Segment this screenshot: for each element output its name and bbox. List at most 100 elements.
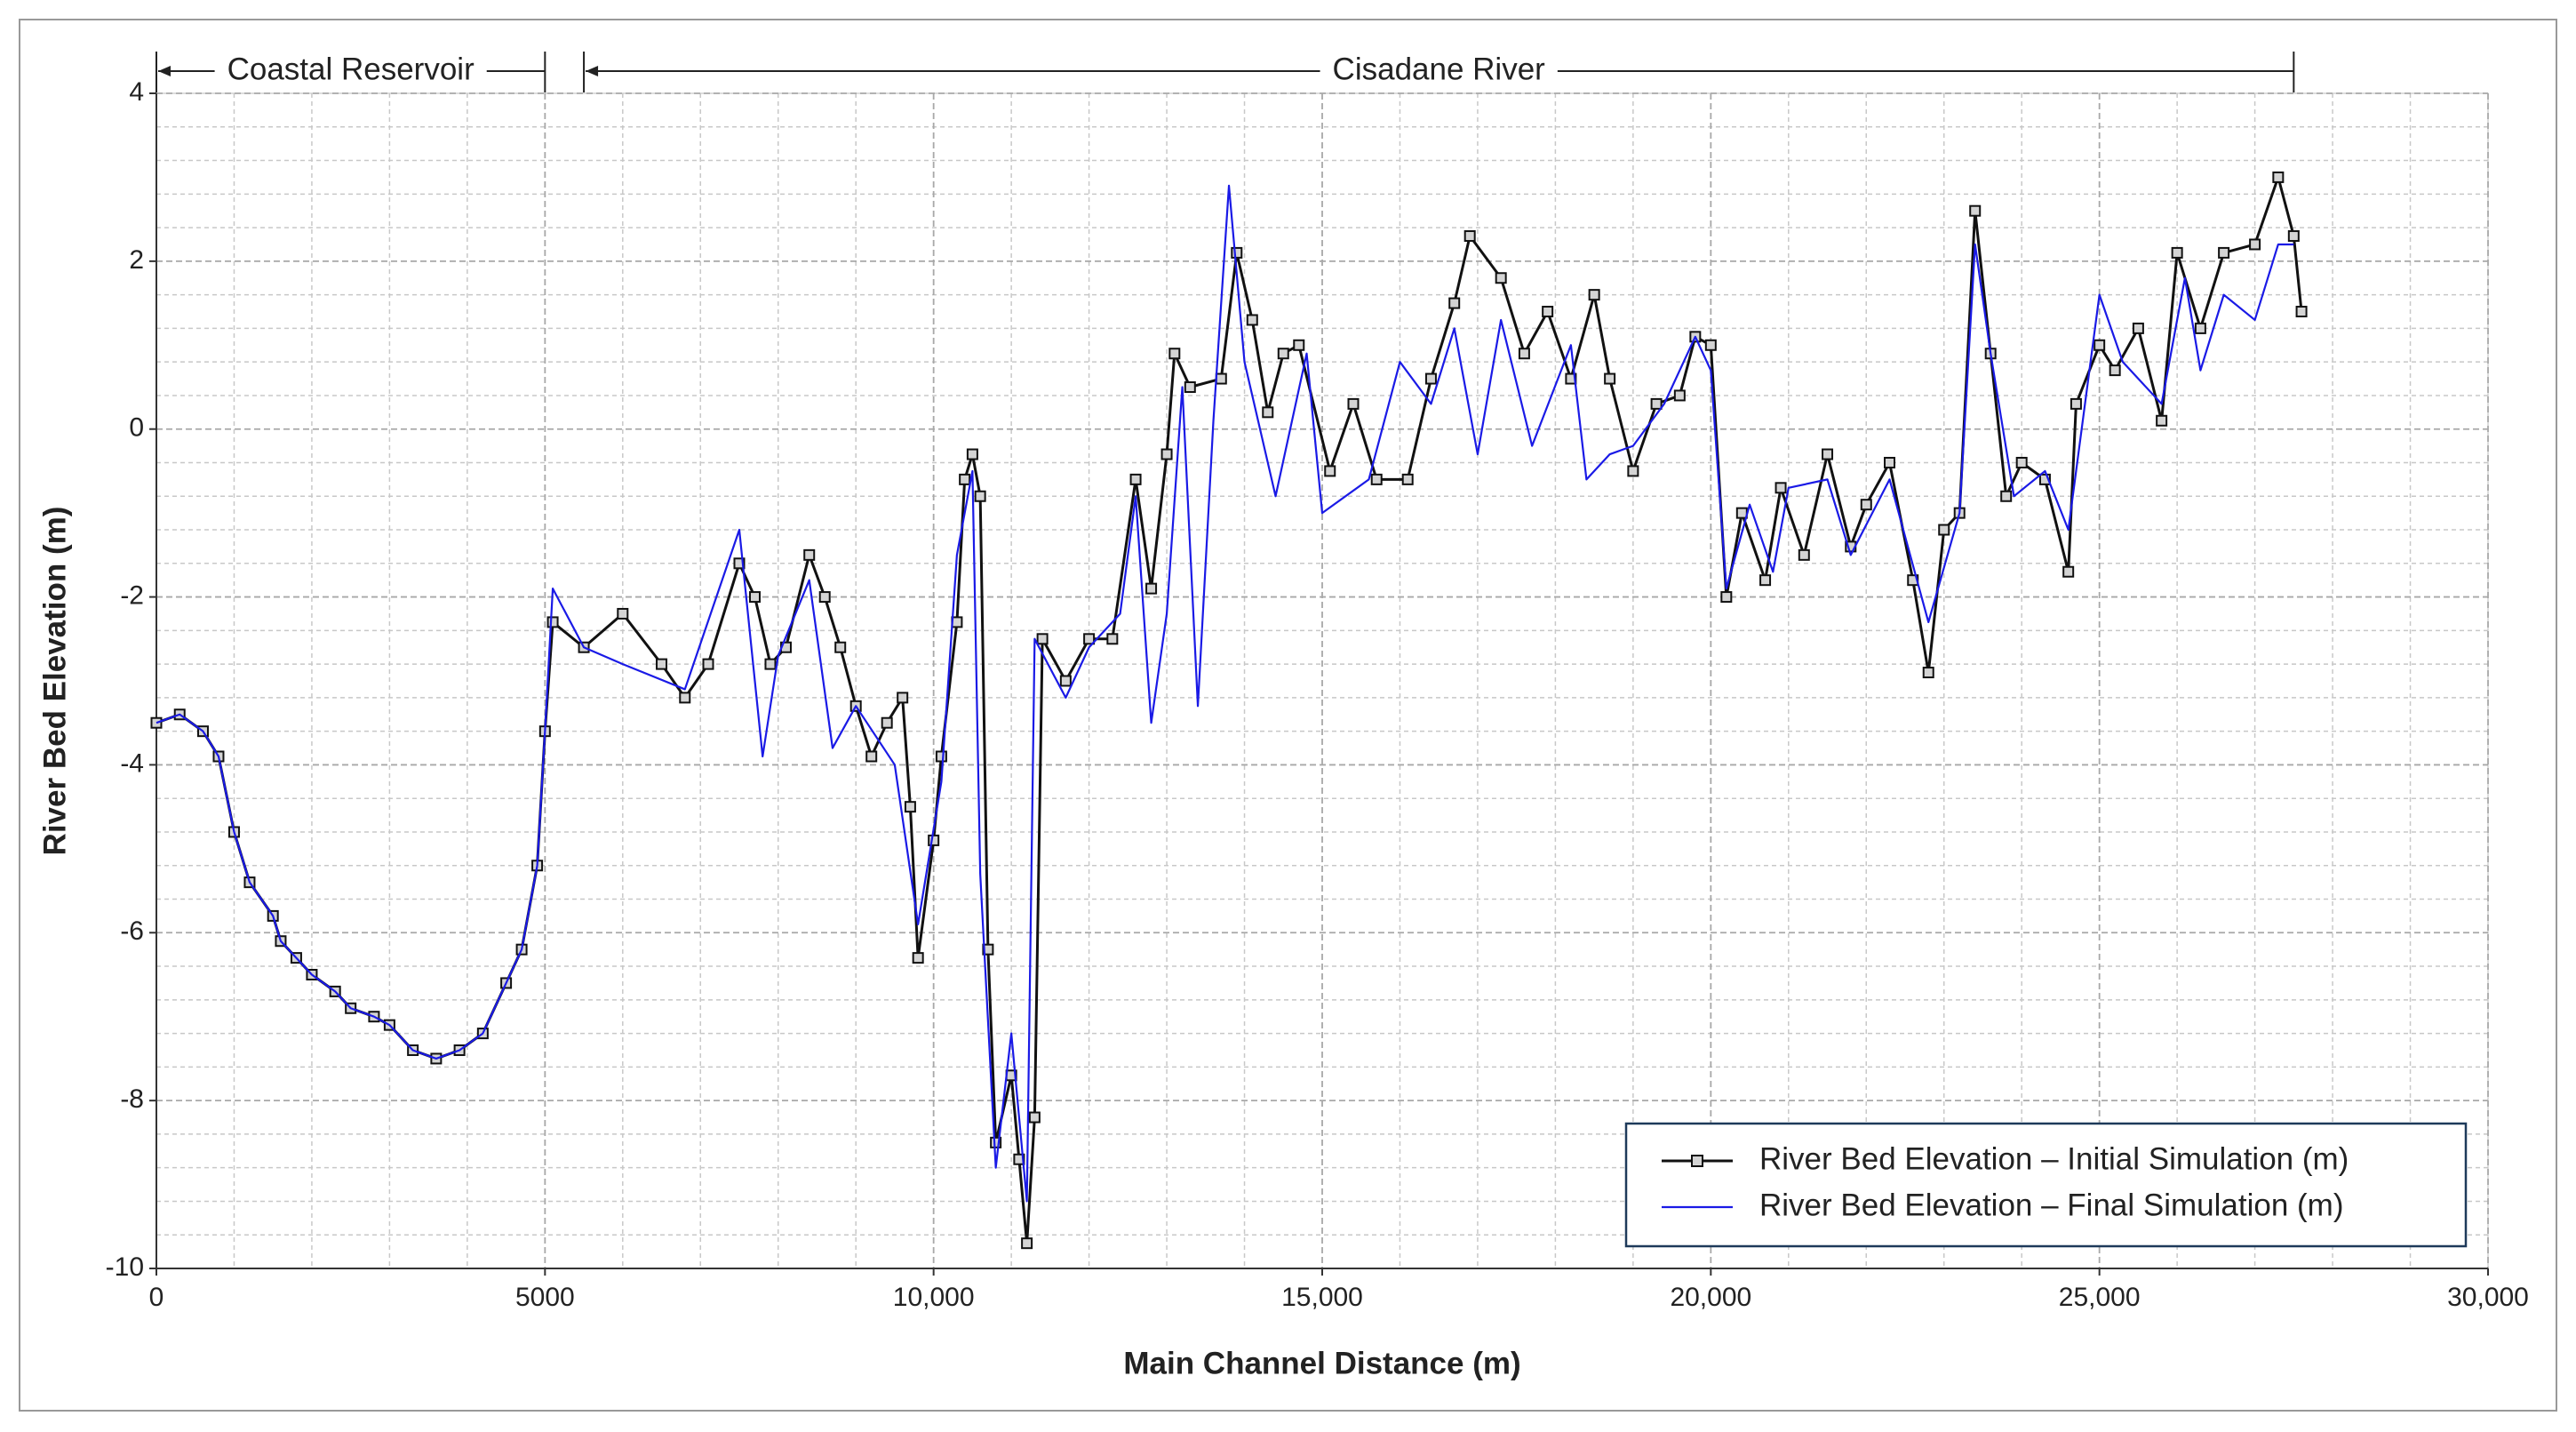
point-marker — [1884, 456, 1896, 468]
point-marker — [733, 557, 746, 570]
point-marker — [1246, 314, 1258, 326]
y-tick-label: -10 — [106, 1252, 144, 1282]
point-marker — [1028, 1111, 1041, 1124]
point-marker — [1627, 465, 1639, 477]
x-tick-label: 10,000 — [893, 1283, 975, 1312]
point-marker — [904, 801, 916, 813]
point-marker — [1650, 397, 1663, 410]
span-arrow — [586, 66, 599, 76]
x-tick-label: 30,000 — [2447, 1283, 2529, 1312]
y-tick-label: -8 — [120, 1084, 144, 1114]
point-marker — [881, 716, 893, 729]
point-marker — [656, 658, 668, 670]
legend-marker — [1691, 1155, 1703, 1167]
point-marker — [1083, 633, 1096, 645]
point-marker — [1168, 348, 1181, 360]
point-marker — [1145, 582, 1158, 595]
x-axis-title: Main Channel Distance (m) — [1123, 1346, 1520, 1380]
point-marker — [1160, 448, 1173, 460]
point-marker — [2171, 246, 2183, 259]
point-marker — [2109, 364, 2121, 377]
point-marker — [2249, 238, 2261, 251]
point-marker — [1231, 246, 1243, 259]
point-marker — [1463, 230, 1476, 243]
point-marker — [679, 692, 691, 704]
point-marker — [1106, 633, 1119, 645]
x-tick-label: 20,000 — [1670, 1283, 1751, 1312]
point-marker — [1013, 1153, 1025, 1165]
point-marker — [1822, 448, 1834, 460]
point-marker — [935, 750, 947, 763]
point-marker — [1759, 574, 1772, 587]
point-marker — [1277, 348, 1289, 360]
point-marker — [803, 548, 816, 561]
legend-label: River Bed Elevation – Final Simulation (… — [1759, 1188, 2343, 1222]
x-tick-label: 15,000 — [1281, 1283, 1363, 1312]
y-tick-label: -2 — [120, 580, 144, 610]
point-marker — [2093, 339, 2106, 351]
span-label: Cisadane River — [1333, 52, 1546, 86]
point-marker — [617, 607, 629, 620]
point-marker — [1293, 339, 1305, 351]
point-marker — [1588, 289, 1600, 301]
point-marker — [1184, 381, 1196, 393]
point-marker — [2287, 230, 2300, 243]
point-marker — [2062, 565, 2075, 578]
point-marker — [1036, 633, 1049, 645]
y-tick-label: 0 — [129, 413, 144, 443]
point-marker — [1324, 465, 1336, 477]
point-marker — [1798, 548, 1810, 561]
point-marker — [1370, 473, 1383, 485]
point-marker — [1448, 297, 1461, 309]
point-marker — [2218, 246, 2230, 259]
point-marker — [1860, 499, 1872, 511]
y-tick-label: 4 — [129, 77, 144, 107]
point-marker — [1720, 591, 1733, 604]
point-marker — [1774, 482, 1787, 494]
point-marker — [990, 1136, 1002, 1148]
point-marker — [974, 490, 986, 502]
point-marker — [2000, 490, 2013, 502]
point-marker — [912, 952, 924, 964]
point-marker — [1059, 675, 1072, 687]
point-marker — [1401, 473, 1414, 485]
point-marker — [2194, 322, 2206, 334]
point-marker — [2156, 414, 2168, 427]
point-marker — [1542, 306, 1554, 318]
point-marker — [2070, 397, 2082, 410]
point-marker — [1215, 372, 1227, 385]
point-marker — [1565, 372, 1577, 385]
legend-box — [1624, 1122, 2468, 1248]
point-marker — [865, 750, 878, 763]
y-axis-title: River Bed Elevation (m) — [37, 507, 72, 856]
x-tick-label: 25,000 — [2059, 1283, 2141, 1312]
point-marker — [1673, 389, 1686, 402]
point-marker — [818, 591, 831, 604]
point-marker — [959, 473, 971, 485]
y-tick-label: -6 — [120, 916, 144, 946]
point-marker — [1129, 473, 1142, 485]
y-tick-label: -4 — [120, 748, 144, 778]
point-marker — [1604, 372, 1616, 385]
point-marker — [546, 616, 559, 628]
span-arrow — [158, 66, 171, 76]
point-marker — [1735, 507, 1748, 519]
point-marker — [1262, 406, 1274, 419]
point-marker — [2015, 456, 2028, 468]
point-marker — [748, 591, 761, 604]
span-label: Coastal Reservoir — [227, 52, 475, 86]
point-marker — [764, 658, 777, 670]
point-marker — [966, 448, 978, 460]
point-marker — [2038, 473, 2051, 485]
point-marker — [702, 658, 714, 670]
point-marker — [1424, 372, 1437, 385]
point-marker — [2295, 306, 2308, 318]
point-marker — [834, 641, 847, 653]
point-marker — [1704, 339, 1717, 351]
x-tick-label: 5000 — [515, 1283, 575, 1312]
point-marker — [1969, 204, 1982, 217]
point-marker — [1518, 348, 1530, 360]
point-marker — [1938, 524, 1950, 536]
point-marker — [2272, 171, 2285, 183]
